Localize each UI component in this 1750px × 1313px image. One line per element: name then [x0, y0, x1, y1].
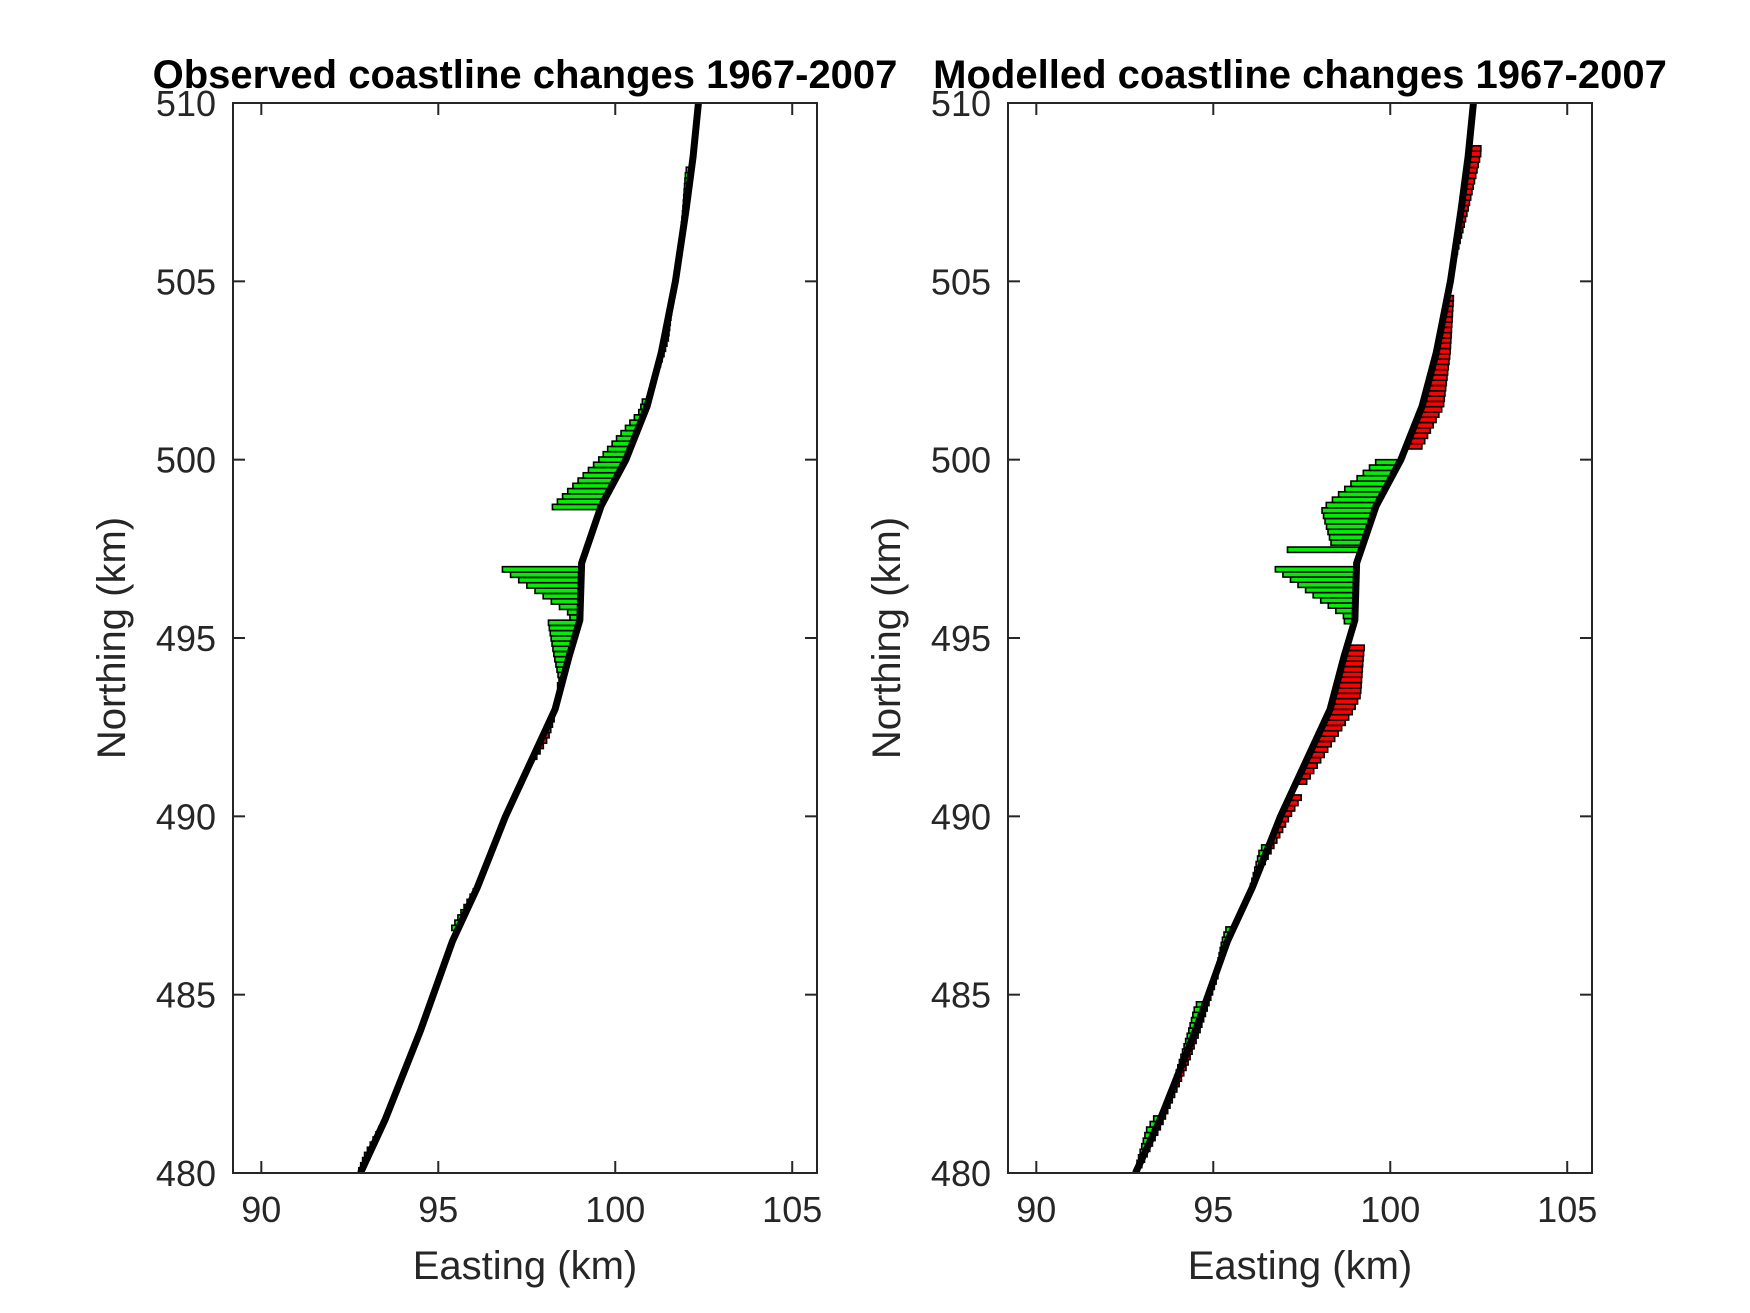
accretion-bar: [1331, 496, 1381, 504]
y-axis-label: Northing (km): [865, 517, 909, 759]
x-tick-label: 100: [1360, 1189, 1420, 1230]
observed-panel: 90 95 100 105 480 485 490 495 500 505 510 Easting (…: [90, 53, 897, 1288]
accretion-bar: [526, 581, 582, 589]
y-tick-label: 505: [931, 261, 991, 302]
y-axis-label: Northing (km): [90, 517, 134, 759]
y-tick-label: 490: [156, 796, 216, 837]
accretion-bar: [1325, 523, 1370, 531]
accretion-bar: [1322, 512, 1374, 520]
y-tick-label: 510: [156, 83, 216, 124]
coastline: [1132, 103, 1477, 1173]
x-axis-label: Easting (km): [1188, 1244, 1413, 1288]
accretion-bar: [1324, 517, 1372, 525]
axes-box: [1007, 102, 1593, 1174]
y-tick-label: 480: [931, 1153, 991, 1194]
accretion-bar: [1327, 528, 1369, 536]
accretion-bar: [550, 597, 582, 605]
modelled-panel: 90 95 100 105 480 485 490 495 500 505 510 Easting (…: [865, 53, 1667, 1288]
accretion-bar: [534, 587, 582, 595]
y-tick-label: 480: [156, 1153, 216, 1194]
y-tick-label: 490: [931, 796, 991, 837]
accretion-bar: [1328, 533, 1367, 541]
y-tick-label: 485: [156, 975, 216, 1016]
chart-title: Observed coastline changes 1967-2007: [153, 53, 898, 97]
accretion-bar: [542, 592, 582, 600]
accretion-bar: [1330, 539, 1365, 547]
x-tick-label: 105: [1537, 1189, 1597, 1230]
x-tick-label: 95: [1193, 1189, 1233, 1230]
y-tick-label: 495: [156, 618, 216, 659]
y-tick-label: 485: [931, 975, 991, 1016]
x-tick-label: 105: [762, 1189, 822, 1230]
accretion-bar: [1350, 480, 1389, 488]
y-tick-label: 500: [156, 440, 216, 481]
x-tick-label: 95: [418, 1189, 458, 1230]
accretion-bar: [1325, 501, 1378, 509]
x-tick-label: 90: [1016, 1189, 1056, 1230]
accretion-bar: [1321, 507, 1376, 514]
accretion-bar: [501, 565, 583, 573]
y-tick-label: 510: [931, 83, 991, 124]
y-tick-label: 500: [931, 440, 991, 481]
accretion-bar: [517, 576, 582, 584]
accretion-bar: [1337, 490, 1384, 498]
coastline: [357, 103, 702, 1173]
accretion-bar: [1356, 474, 1392, 482]
accretion-bar: [1274, 565, 1358, 573]
x-tick-label: 100: [585, 1189, 645, 1230]
accretion-bar: [1343, 485, 1386, 493]
plot-area: [1132, 103, 1482, 1173]
accretion-bar: [1286, 546, 1362, 554]
x-tick-label: 90: [241, 1189, 281, 1230]
chart-title: Modelled coastline changes 1967-2007: [933, 53, 1667, 97]
y-tick-label: 495: [931, 618, 991, 659]
axes-box: [232, 102, 818, 1174]
accretion-bar: [547, 619, 580, 627]
accretion-bar: [509, 571, 583, 579]
plot-area: [357, 103, 702, 1173]
y-tick-label: 505: [156, 261, 216, 302]
x-axis-label: Easting (km): [413, 1244, 638, 1288]
